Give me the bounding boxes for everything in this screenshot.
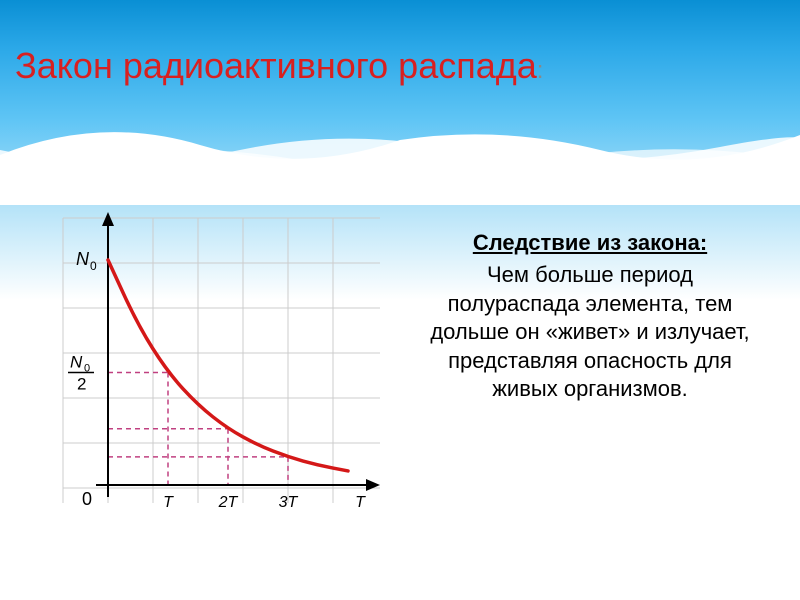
svg-text:0: 0 (82, 489, 92, 509)
svg-text:3T: 3T (279, 494, 299, 511)
consequence-body: Чем больше период полураспада элемента, … (420, 261, 760, 404)
svg-text:T: T (163, 494, 174, 511)
decay-chart: N0N020T2T3TT (50, 200, 390, 520)
wave-decoration (0, 105, 800, 205)
svg-text:N: N (76, 249, 90, 269)
svg-text:2: 2 (77, 375, 86, 394)
svg-text:2T: 2T (218, 494, 239, 511)
svg-text:0: 0 (90, 259, 97, 273)
slide-container: Закон радиоактивного распада: N0N020T2T3… (0, 0, 800, 600)
title-colon: : (537, 57, 544, 84)
svg-text:T: T (355, 494, 366, 511)
consequence-subtitle: Следствие из закона: (420, 230, 760, 256)
text-block: Следствие из закона: Чем больше период п… (390, 200, 780, 520)
svg-text:N: N (70, 353, 83, 372)
decay-chart-svg: N0N020T2T3TT (50, 200, 390, 520)
content-area: N0N020T2T3TT Следствие из закона: Чем бо… (0, 200, 800, 520)
title-main-text: Закон радиоактивного распада (15, 45, 537, 86)
slide-title: Закон радиоактивного распада: (15, 45, 543, 87)
